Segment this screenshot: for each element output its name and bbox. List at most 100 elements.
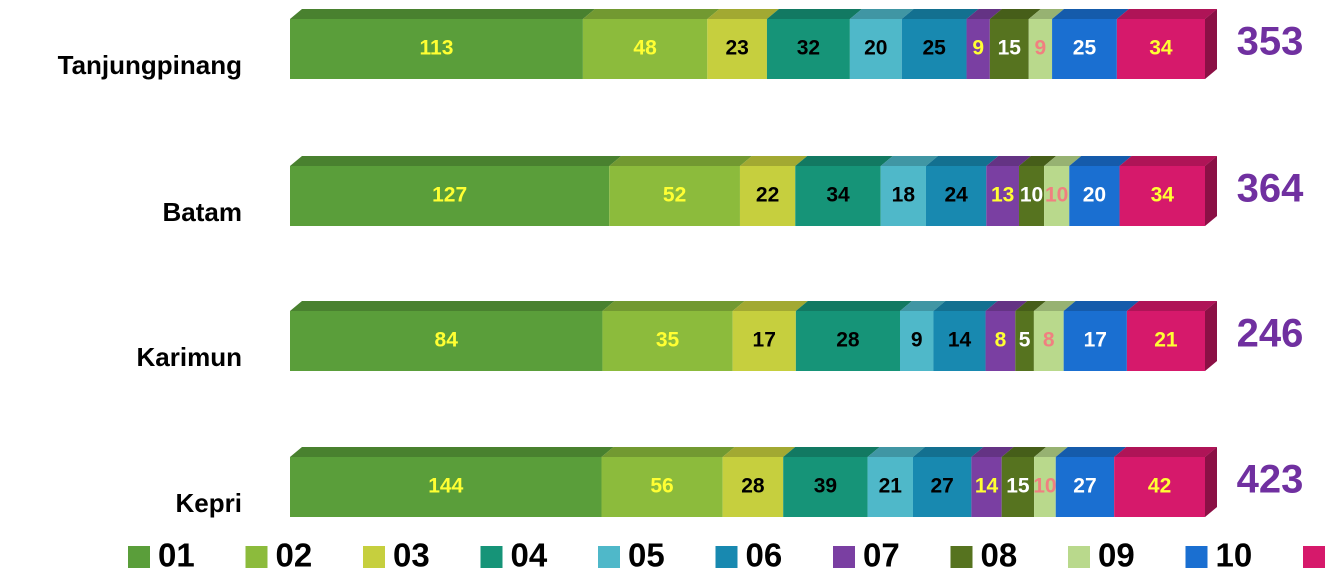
data-label: 15 xyxy=(998,37,1022,60)
bar-top xyxy=(989,9,1041,19)
bar xyxy=(1015,311,1034,371)
bar-top xyxy=(1069,156,1132,166)
data-label: 9 xyxy=(1035,37,1047,60)
data-label: 20 xyxy=(864,37,887,60)
bar-top xyxy=(783,447,880,457)
legend-swatch xyxy=(128,546,150,568)
bar-top xyxy=(1028,9,1065,19)
bar-top-shade xyxy=(290,301,615,311)
bar-top xyxy=(1033,301,1076,311)
bar-top-shade xyxy=(912,447,984,457)
data-label: 27 xyxy=(931,475,954,498)
bar-top-shade xyxy=(1126,301,1217,311)
bar-top xyxy=(966,9,1002,19)
data-label: 127 xyxy=(432,184,467,207)
data-label: 14 xyxy=(948,329,972,352)
bar-top xyxy=(933,301,998,311)
bar-top xyxy=(1114,447,1217,457)
data-label: 15 xyxy=(1006,475,1030,498)
bar xyxy=(609,166,740,226)
bar-top xyxy=(1055,447,1127,457)
data-label: 10 xyxy=(1020,184,1043,207)
category-label: Batam xyxy=(163,197,242,227)
bar xyxy=(1028,19,1053,79)
bar-top xyxy=(971,447,1014,457)
bar-top-shade xyxy=(795,301,912,311)
bar-top-shade xyxy=(739,156,808,166)
bar xyxy=(290,166,610,226)
data-label: 25 xyxy=(1073,37,1097,60)
bar-top-shade xyxy=(722,447,796,457)
bar-top xyxy=(290,301,615,311)
total-label: 353 xyxy=(1237,20,1304,64)
bar-side xyxy=(1205,301,1217,371)
legend-label: 02 xyxy=(276,537,313,574)
bar-top xyxy=(1018,156,1057,166)
data-label: 34 xyxy=(1149,37,1173,60)
total-label: 246 xyxy=(1237,312,1304,356)
bar-top xyxy=(1052,9,1129,19)
data-label: 9 xyxy=(972,37,984,60)
data-label: 34 xyxy=(826,184,850,207)
bar-top xyxy=(602,301,745,311)
bar-side xyxy=(1205,447,1217,517)
bar xyxy=(766,19,850,79)
data-label: 24 xyxy=(944,184,968,207)
bar-top-shade xyxy=(986,156,1031,166)
bar-top xyxy=(900,301,946,311)
bar-top xyxy=(707,9,779,19)
bar xyxy=(783,457,868,517)
bar-top xyxy=(986,156,1031,166)
bar xyxy=(722,457,784,517)
data-label: 48 xyxy=(633,37,657,60)
bar-side-shade xyxy=(1205,301,1217,371)
bar xyxy=(290,457,602,517)
bar-top-shade xyxy=(966,9,1002,19)
bar-top xyxy=(985,301,1028,311)
legend-label: 01 xyxy=(158,537,195,574)
bar-side xyxy=(1205,156,1217,226)
bar-top-shade xyxy=(849,9,914,19)
bar-top xyxy=(766,9,862,19)
bar xyxy=(1119,166,1205,226)
bar xyxy=(1114,457,1205,517)
bar xyxy=(1033,311,1064,371)
bar-top xyxy=(609,156,752,166)
bar xyxy=(1055,457,1115,517)
bar-side-shade xyxy=(1205,156,1217,226)
bar xyxy=(900,311,934,371)
bar-top-shade xyxy=(1069,156,1132,166)
bar-top-shade xyxy=(933,301,998,311)
legend-swatch xyxy=(245,546,268,568)
data-label: 13 xyxy=(991,184,1014,207)
bar xyxy=(971,457,1002,517)
bar xyxy=(1126,311,1205,371)
bar-side-shade xyxy=(1205,447,1217,517)
bar-top-shade xyxy=(1052,9,1129,19)
bar-top xyxy=(867,447,925,457)
legend-swatch xyxy=(1303,546,1325,568)
bar-top xyxy=(732,301,808,311)
data-label: 21 xyxy=(879,475,903,498)
bar-top xyxy=(795,301,912,311)
bar-top xyxy=(880,156,938,166)
bar xyxy=(739,166,796,226)
data-label: 32 xyxy=(797,37,820,60)
bar-top xyxy=(290,447,614,457)
bar xyxy=(1052,19,1117,79)
data-label: 28 xyxy=(741,475,765,498)
bar-top xyxy=(1126,301,1217,311)
legend-label: 06 xyxy=(746,537,783,574)
data-label: 17 xyxy=(753,329,776,352)
bar-top-shade xyxy=(1001,447,1047,457)
bar-top xyxy=(1001,447,1047,457)
bar-top-shade xyxy=(582,9,720,19)
bar-top-shade xyxy=(971,447,1014,457)
bar-top-shade xyxy=(602,301,745,311)
legend-swatch xyxy=(598,546,620,568)
bar xyxy=(1034,457,1056,517)
data-label: 144 xyxy=(428,475,463,498)
bar-top-shade xyxy=(985,301,1028,311)
data-label: 10 xyxy=(1033,475,1056,498)
bar-top xyxy=(849,9,914,19)
